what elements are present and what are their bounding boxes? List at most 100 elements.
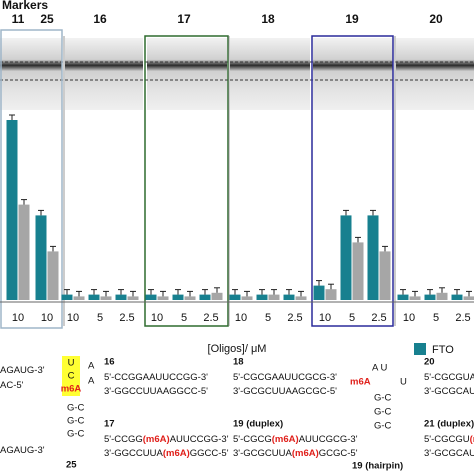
bar bbox=[325, 289, 337, 300]
sequence: AC-5' bbox=[0, 380, 24, 391]
highlight bbox=[62, 356, 80, 396]
bar bbox=[367, 215, 379, 300]
sequence: 5'-CGCGU(m6A)UACG bbox=[424, 434, 474, 445]
bar bbox=[211, 292, 223, 300]
bar bbox=[115, 294, 127, 300]
bar bbox=[268, 294, 280, 300]
x-tick-label: 2.5 bbox=[455, 312, 470, 324]
sequence-part: 3'-GCGCUUAAGCGC-5' bbox=[233, 386, 337, 397]
sequence-part: AUUCCGG-3' bbox=[170, 434, 229, 445]
sequence: 5'-CCGGAAUUCCGG-3' bbox=[104, 372, 208, 383]
oligo-label: 19 (hairpin) bbox=[352, 461, 403, 472]
sequence: 3'-GGCCUUA(m6A)GGCC-5' bbox=[104, 448, 229, 459]
stem-pair: G-C bbox=[374, 407, 392, 418]
panel-frames bbox=[0, 29, 474, 329]
oligo-label: 16 bbox=[104, 357, 115, 368]
bar bbox=[229, 294, 241, 300]
sequence: 3'-GCGCAU(m6A)UGC bbox=[424, 448, 474, 459]
group-label: 25 bbox=[40, 12, 54, 26]
x-tick-label: 2.5 bbox=[203, 312, 218, 324]
sequence: 3'-GCGCUUA(m6A)GCGC-5' bbox=[233, 448, 358, 459]
oligo-label: 20 bbox=[424, 357, 435, 368]
bar bbox=[61, 294, 73, 300]
sequence-part: AGAUG-3' bbox=[0, 365, 45, 376]
bar bbox=[241, 296, 253, 300]
bar bbox=[47, 251, 59, 300]
x-axis-label: [Oligos]/ μM bbox=[208, 343, 267, 355]
gel-images bbox=[0, 38, 474, 110]
modified-base: (m6A) bbox=[163, 448, 190, 459]
x-tick-label: 2.5 bbox=[371, 312, 386, 324]
sequence-part: AUUCGCG-3' bbox=[299, 434, 358, 445]
stem-pair: G-C bbox=[374, 421, 392, 432]
sequence: 3'-GCGCAUAUGCGC bbox=[424, 386, 474, 397]
legend-swatch bbox=[414, 343, 426, 355]
sequence: 3'-GCGCUUAAGCGC-5' bbox=[233, 386, 337, 397]
x-tick-label: 5 bbox=[181, 312, 187, 324]
x-tick-label: 5 bbox=[265, 312, 271, 324]
bar bbox=[100, 296, 112, 300]
x-tick-label: 10 bbox=[41, 312, 53, 324]
x-tick-label: 2.5 bbox=[119, 312, 134, 324]
sequence-part: 5'-CCGGAAUUCCGG-3' bbox=[104, 372, 208, 383]
bar bbox=[283, 294, 295, 300]
group-label: 16 bbox=[93, 12, 107, 26]
bar bbox=[313, 285, 325, 300]
sequence-part: 5'-CCGG bbox=[104, 434, 143, 445]
sequence-part: 5'-CGCGUAUACGCG bbox=[424, 372, 474, 383]
bar bbox=[340, 215, 352, 300]
oligo-label: 18 bbox=[233, 357, 244, 368]
bar bbox=[436, 292, 448, 300]
base: C bbox=[68, 371, 75, 382]
group-label: 20 bbox=[429, 12, 443, 26]
bar bbox=[18, 204, 30, 300]
base: U bbox=[68, 358, 75, 369]
modified-base: (m6A) bbox=[292, 448, 319, 459]
x-tick-label: 5 bbox=[349, 312, 355, 324]
sequence: 3'-GGCCUUAAGGCC-5' bbox=[104, 386, 208, 397]
bar bbox=[35, 215, 47, 300]
sequence: AGAUG-3' bbox=[0, 445, 45, 456]
sequence: AGAUG-3' bbox=[0, 365, 45, 376]
x-tick-label: 10 bbox=[151, 312, 163, 324]
group-label: 18 bbox=[261, 12, 275, 26]
legend-label: FTO bbox=[432, 344, 454, 356]
x-tick-label: 10 bbox=[12, 312, 24, 324]
bar bbox=[379, 251, 391, 300]
x-tick-label: 5 bbox=[97, 312, 103, 324]
base: A bbox=[88, 361, 95, 372]
bar bbox=[88, 294, 100, 300]
sequence-part: GGCC-5' bbox=[190, 448, 229, 459]
stem-pair: G-C bbox=[374, 393, 392, 404]
sequence-part: 3'-GCGCAU bbox=[424, 448, 474, 459]
sequence: 5'-CGCGUAUACGCG bbox=[424, 372, 474, 383]
x-tick-label: 5 bbox=[433, 312, 439, 324]
modified-base: (m6A) bbox=[470, 434, 474, 445]
stem-pair: G-C bbox=[67, 416, 85, 427]
bar bbox=[451, 294, 463, 300]
x-tick-label: 2.5 bbox=[287, 312, 302, 324]
x-tick-label: 10 bbox=[67, 312, 79, 324]
bar bbox=[409, 296, 421, 300]
x-tick-label: 10 bbox=[235, 312, 247, 324]
sequence-part: 3'-GCGCUUA bbox=[233, 448, 292, 459]
bar bbox=[73, 296, 85, 300]
oligo-label: 21 (duplex) bbox=[424, 419, 474, 430]
sequence: 5'-CCGG(m6A)AUUCCGG-3' bbox=[104, 434, 229, 445]
sequence-part: 5'-CGCGAAUUCGCG-3' bbox=[233, 372, 337, 383]
base: A bbox=[88, 376, 95, 387]
bar bbox=[463, 296, 474, 300]
bar bbox=[424, 294, 436, 300]
group-label: 17 bbox=[177, 12, 191, 26]
group-label: 19 bbox=[345, 12, 359, 26]
base: U bbox=[400, 377, 407, 388]
sequence-part: 3'-GGCCUUAAGGCC-5' bbox=[104, 386, 208, 397]
sequence: 5'-CGCGAAUUCGCG-3' bbox=[233, 372, 337, 383]
x-tick-label: 10 bbox=[319, 312, 331, 324]
sequence-part: 5'-CGCGU bbox=[424, 434, 470, 445]
group-label: 11 bbox=[12, 12, 25, 26]
bar bbox=[295, 296, 307, 300]
sequence-part: 5'-CGCG bbox=[233, 434, 272, 445]
oligo-label: 25 bbox=[66, 460, 77, 471]
